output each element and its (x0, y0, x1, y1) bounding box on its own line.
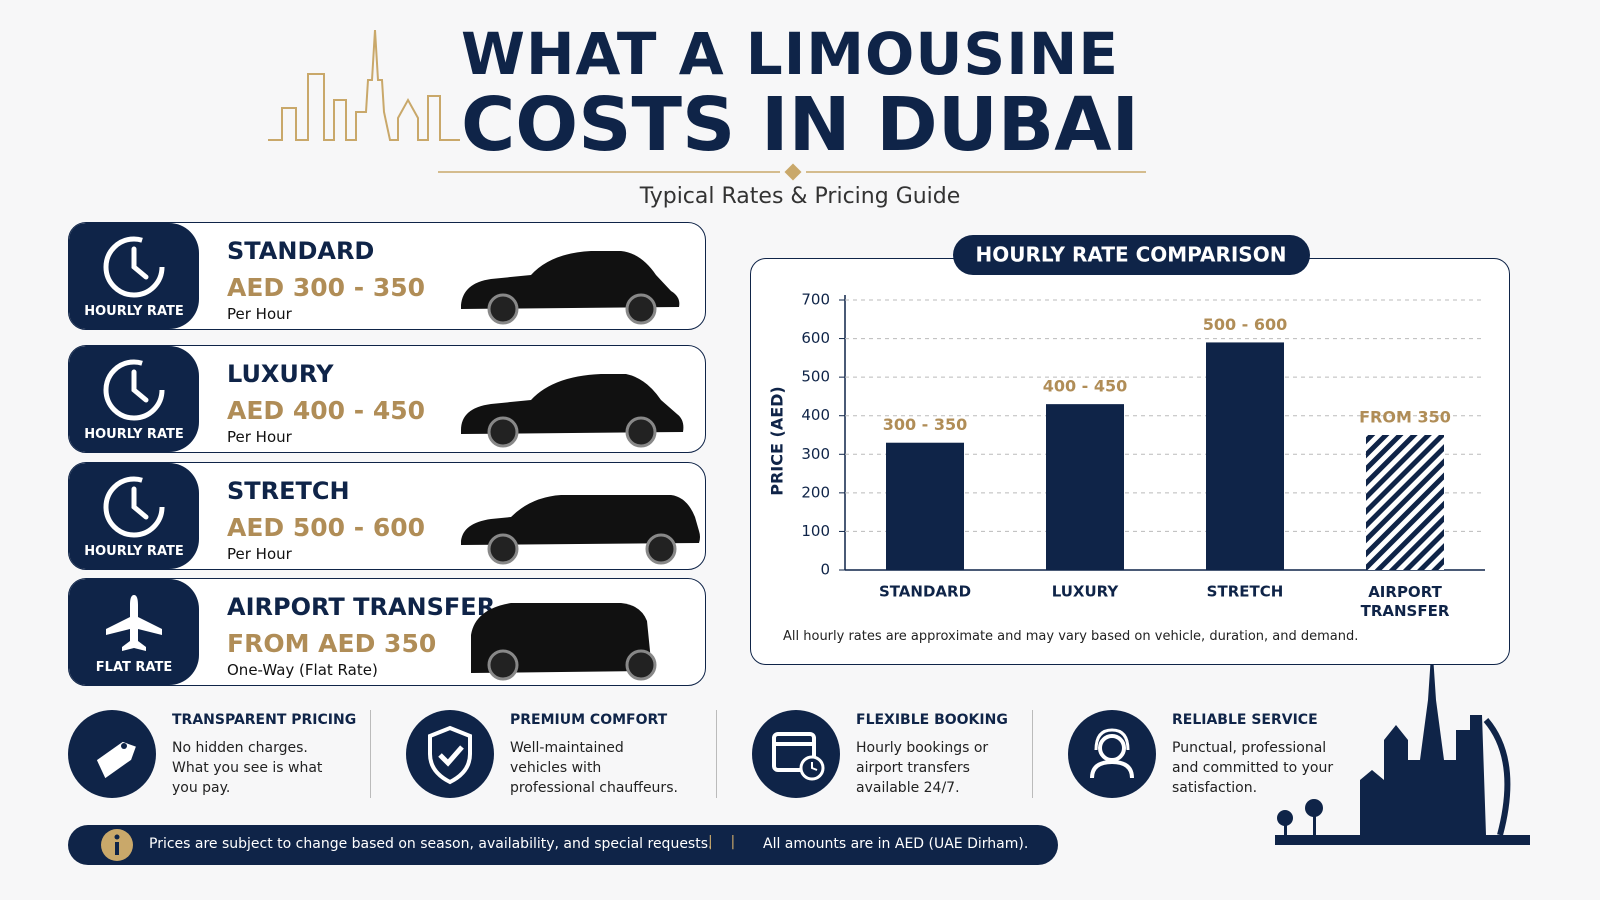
chart: HOURLY RATE COMPARISON PRICE (AED) All h… (768, 235, 1485, 644)
bar (1206, 342, 1284, 570)
rate-name: AIRPORT TRANSFER (227, 593, 496, 621)
rate-price: AED 400 - 450 (227, 396, 426, 425)
rate-icon-block: HOURLY RATE (69, 463, 199, 569)
car-image (461, 374, 684, 448)
feature-icon (752, 710, 840, 798)
palms (1277, 799, 1323, 838)
feature-text: No hidden charges. What you see is what … (172, 740, 323, 796)
y-tick-label: 300 (801, 445, 830, 463)
x-tick-label: STRETCH (1207, 583, 1284, 601)
feature-icon (68, 710, 156, 798)
subtitle: Typical Rates & Pricing Guide (639, 184, 961, 209)
feature-text: Well-maintained vehicles with profession… (510, 740, 678, 796)
y-tick-label: 0 (820, 561, 830, 579)
car-image (461, 251, 680, 325)
dubai-skyline (1275, 640, 1530, 845)
rate-price: AED 500 - 600 (227, 513, 426, 542)
rate-icon-block: FLAT RATE (69, 579, 199, 685)
clock-icon (103, 236, 165, 298)
x-tick-label: STANDARD (879, 583, 971, 601)
rate-unit: Per Hour (227, 545, 292, 563)
title-line-2: COSTS IN DUBAI (461, 82, 1139, 168)
clock-icon (103, 476, 165, 538)
rate-unit: Per Hour (227, 428, 292, 446)
info-icon (101, 829, 133, 861)
rate-name: STANDARD (227, 237, 375, 265)
value-label: 300 - 350 (883, 415, 968, 434)
feature-divider (1032, 710, 1033, 798)
rate-icon-block: HOURLY RATE (69, 346, 199, 452)
bar (1046, 404, 1124, 570)
y-tick-label: 600 (801, 329, 830, 347)
chart-title-pill (953, 235, 1310, 275)
feature-text: Hourly bookings or airport transfers ava… (856, 740, 989, 796)
feature-title: RELIABLE SERVICE (1172, 712, 1318, 728)
y-tick-label: 200 (801, 483, 830, 501)
separator: | | (708, 834, 736, 850)
rate-unit: One-Way (Flat Rate) (227, 661, 378, 679)
chart-note: All hourly rates are approximate and may… (783, 629, 1358, 644)
rate-name: LUXURY (227, 360, 334, 388)
feature-text: Punctual, professional and committed to … (1172, 740, 1334, 796)
footer-note: All amounts are in AED (UAE Dirham). (763, 836, 1029, 852)
value-label: FROM 350 (1359, 408, 1451, 427)
plane-icon (106, 595, 162, 651)
y-tick-label: 500 (801, 368, 830, 386)
rate-card: HOURLY RATE STANDARD AED 300 - 350 Per Hour (68, 222, 706, 330)
feature-title: PREMIUM COMFORT (510, 712, 668, 728)
burj-al-arab (1483, 718, 1511, 836)
rate-name: STRETCH (227, 477, 350, 505)
rate-unit: Per Hour (227, 305, 292, 323)
rate-price: FROM AED 350 (227, 629, 437, 658)
rate-card: FLAT RATE AIRPORT TRANSFER FROM AED 350 One… (68, 578, 706, 686)
y-tick-label: 100 (801, 522, 830, 540)
feature-icon (1068, 710, 1156, 798)
y-tick-label: 400 (801, 406, 830, 424)
y-axis-label: PRICE (AED) (768, 386, 787, 495)
bar (886, 442, 964, 570)
skyline (268, 29, 460, 141)
car-image (461, 495, 700, 565)
feature-divider (716, 710, 717, 798)
footer-note: Prices are subject to change based on se… (149, 836, 713, 852)
feature-divider (370, 710, 371, 798)
car-image (471, 603, 657, 681)
rate-badge: HOURLY RATE (84, 304, 184, 319)
y-tick-label: 700 (801, 291, 830, 309)
value-label: 500 - 600 (1203, 315, 1288, 334)
x-tick-label: LUXURY (1052, 583, 1120, 601)
x-tick-label: AIRPORT TRANSFER (1361, 583, 1450, 620)
feature-title: FLEXIBLE BOOKING (856, 712, 1008, 728)
title-line-1: WHAT A LIMOUSINE (461, 20, 1119, 88)
feature-title: TRANSPARENT PRICING (172, 712, 357, 728)
rate-card: HOURLY RATE STRETCH AED 500 - 600 Per Hour (68, 462, 706, 570)
rate-price: AED 300 - 350 (227, 273, 426, 302)
chart-title: HOURLY RATE COMPARISON (976, 243, 1287, 267)
bar (1366, 435, 1444, 570)
value-label: 400 - 450 (1043, 377, 1128, 396)
rate-icon-block: HOURLY RATE (69, 223, 199, 329)
divider-diamond (784, 163, 802, 181)
rate-card: HOURLY RATE LUXURY AED 400 - 450 Per Hour (68, 345, 706, 453)
feature-icon (406, 710, 494, 798)
footer: Prices are subject to change based on se… (68, 825, 1058, 865)
clock-icon (103, 359, 165, 421)
rate-badge: HOURLY RATE (84, 544, 184, 559)
rate-badge: HOURLY RATE (84, 427, 184, 442)
rate-badge: FLAT RATE (95, 660, 173, 675)
